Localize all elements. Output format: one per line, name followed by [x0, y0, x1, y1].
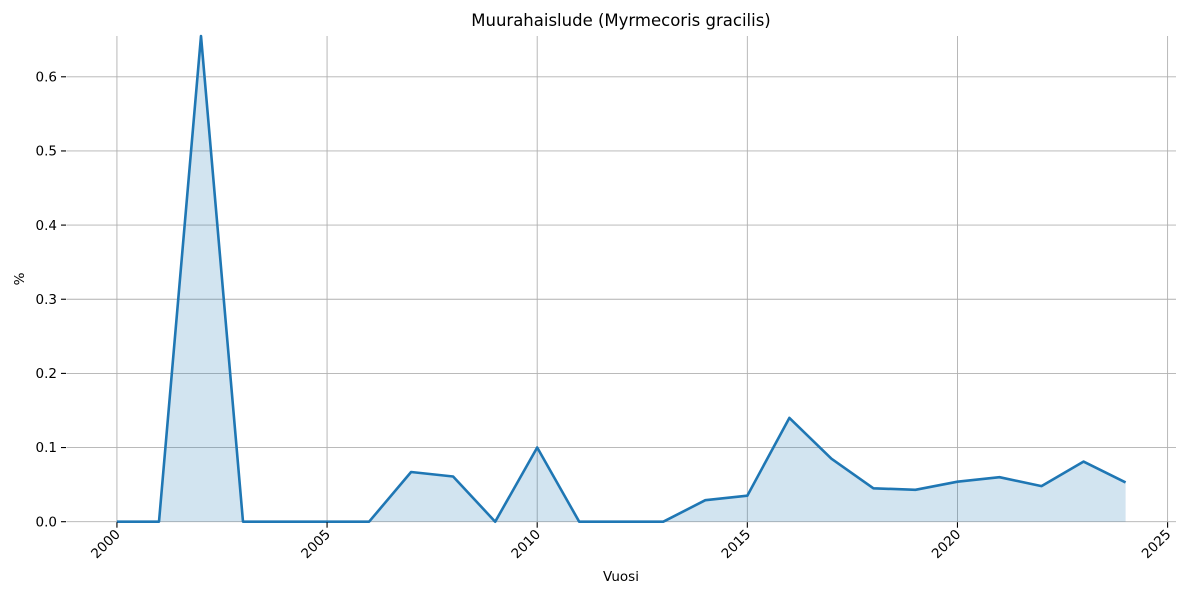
y-tick-label: 0.0	[36, 514, 57, 530]
y-tick-label: 0.1	[36, 440, 57, 456]
grid-layer	[66, 36, 1176, 523]
chart-title: Muurahaislude (Myrmecoris gracilis)	[471, 11, 770, 30]
y-tick-label: 0.6	[36, 69, 57, 85]
y-tick-label: 0.4	[36, 218, 57, 234]
y-tick-label: 0.3	[36, 292, 57, 308]
y-tick-label: 0.2	[36, 366, 57, 382]
y-axis-label: %	[12, 272, 28, 285]
series-layer	[116, 34, 1127, 524]
trend-line	[116, 34, 1127, 524]
area-fill	[116, 36, 1126, 522]
x-axis-label: Vuosi	[603, 569, 639, 585]
y-tick-label: 0.5	[36, 144, 57, 160]
